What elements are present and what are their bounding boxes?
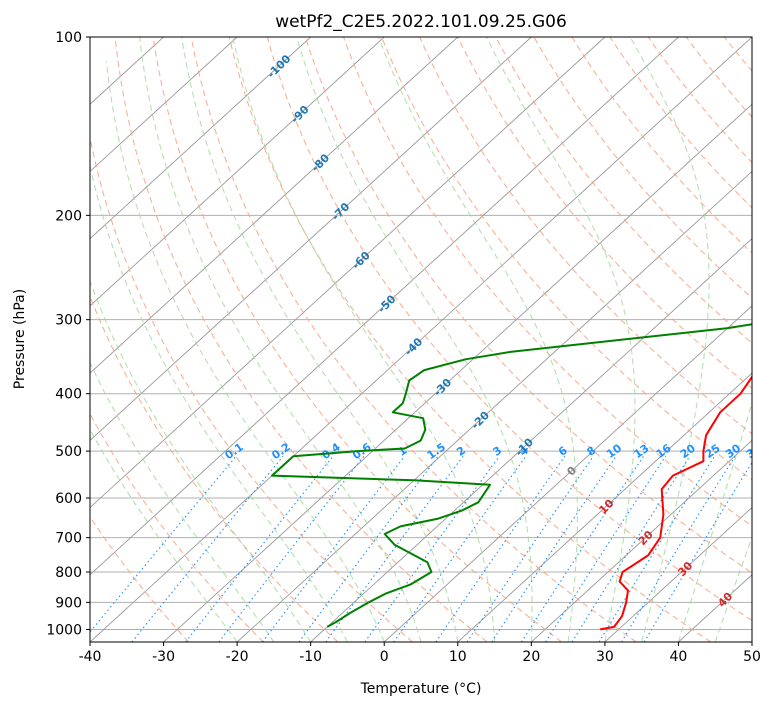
- dry-adiabat-line: [381, 37, 752, 481]
- dry-adiabat-line: [495, 37, 752, 344]
- y-tick-label: 300: [55, 313, 82, 329]
- dewpoint-profile-line: [271, 323, 752, 628]
- y-tick-label: 600: [55, 491, 82, 507]
- y-axis-ticks: 100 200 300 400 500 600 700 800 900 1000: [46, 30, 90, 638]
- mixing-ratio-line: [131, 455, 284, 642]
- mixing-ratio-line: [598, 455, 716, 642]
- isotherm-line: [383, 305, 752, 642]
- dry-adiabat-line: [152, 37, 562, 642]
- dry-adiabat-line: [571, 37, 752, 254]
- dry-adiabat-line: [190, 37, 637, 642]
- x-tick-label: 10: [449, 649, 467, 665]
- mixing-ratio-line: [571, 455, 691, 642]
- profile-series: [271, 323, 752, 631]
- y-tick-label: 200: [55, 208, 82, 224]
- y-tick-label: 100: [55, 30, 82, 46]
- isotherm-line: [236, 170, 752, 642]
- dry-adiabat-line: [457, 37, 752, 389]
- y-tick-label: 800: [55, 565, 82, 581]
- mixing-ratio-line: [643, 461, 752, 642]
- y-tick-label: 400: [55, 387, 82, 403]
- moist-adiabat-line: [90, 163, 348, 642]
- isotherm-line: [90, 37, 459, 374]
- dry-adiabat-line: [90, 134, 413, 642]
- x-tick-label: 40: [670, 649, 688, 665]
- isotherm-line: [310, 238, 752, 642]
- dry-adiabat-line: [114, 37, 488, 642]
- mixing-ratio-lines: [90, 455, 752, 642]
- y-tick-label: 900: [55, 595, 82, 611]
- x-tick-label: -30: [152, 649, 175, 665]
- dry-adiabat-line: [266, 37, 752, 622]
- chart-title: wetPf2_C2E5.2022.101.09.25.G06: [275, 12, 567, 32]
- moist-adiabat-line: [296, 37, 533, 642]
- moist-adiabat-line: [629, 37, 710, 642]
- moist-adiabat-line: [181, 37, 459, 642]
- moist-adiabat-line: [486, 37, 636, 642]
- moist-adiabat-line: [378, 37, 578, 642]
- y-tick-label: 500: [55, 444, 82, 460]
- plot-frame: [89, 36, 753, 643]
- y-tick-label: 1000: [46, 622, 82, 638]
- dry-adiabat-line: [228, 37, 712, 642]
- isotherm-line: [90, 37, 532, 441]
- moist-adiabat-line: [139, 37, 422, 642]
- mixing-ratio-line: [218, 455, 365, 642]
- mixing-ratio-line: [262, 455, 406, 642]
- pressure-gridlines: [90, 37, 752, 630]
- moist-adiabat-line: [714, 535, 752, 642]
- moist-adiabats: [90, 37, 752, 642]
- isotherm-line: [604, 506, 752, 642]
- moist-adiabat-line: [677, 401, 752, 642]
- dry-adiabat-line: [419, 37, 752, 435]
- x-tick-label: -20: [226, 649, 249, 665]
- dry-adiabat-line: [647, 37, 752, 164]
- moist-adiabat-line: [232, 37, 496, 642]
- mixing-ratio-line: [545, 455, 667, 642]
- x-tick-label: 50: [743, 649, 761, 665]
- isotherm-line: [90, 37, 238, 173]
- mixing-ratio-line: [521, 455, 644, 642]
- x-tick-label: 0: [380, 649, 389, 665]
- isotherm-line: [90, 37, 385, 307]
- x-tick-label: -40: [79, 649, 102, 665]
- temperature-profile-line: [600, 375, 752, 631]
- dry-adiabat-line: [304, 37, 752, 574]
- mixing-ratio-line: [393, 455, 527, 642]
- mixing-ratio-line: [435, 455, 566, 642]
- skewed-isotherms: [90, 37, 752, 642]
- isotherm-line: [457, 372, 752, 642]
- isotherm-line: [90, 37, 606, 509]
- isotherm-line: [163, 103, 752, 642]
- dry-adiabats: [90, 37, 752, 642]
- x-axis-title: Temperature (°C): [360, 681, 482, 697]
- mixing-ratio-line: [491, 455, 617, 642]
- dry-adiabat-line: [90, 515, 190, 642]
- mixing-ratio-line: [185, 455, 334, 642]
- x-axis-ticks: -40 -30 -20 -10 0 10 20 30 40 50: [79, 642, 761, 665]
- mixing-ratio-line: [466, 455, 594, 642]
- isotherm-line: [90, 37, 311, 240]
- mixing-ratio-line: [621, 455, 736, 642]
- dry-adiabat-line: [90, 412, 264, 642]
- mixing-ratio-label: 36: [744, 441, 764, 461]
- y-tick-label: 700: [55, 531, 82, 547]
- isotherm-line: [531, 439, 752, 642]
- moist-adiabat-line: [90, 279, 312, 642]
- moist-adiabat-line: [105, 61, 385, 642]
- x-tick-label: -10: [299, 649, 322, 665]
- x-tick-label: 30: [596, 649, 614, 665]
- isotherm-line: [90, 37, 679, 576]
- x-tick-label: 20: [522, 649, 540, 665]
- dry-adiabat-line: [342, 37, 752, 527]
- y-axis-title: Pressure (hPa): [12, 289, 28, 389]
